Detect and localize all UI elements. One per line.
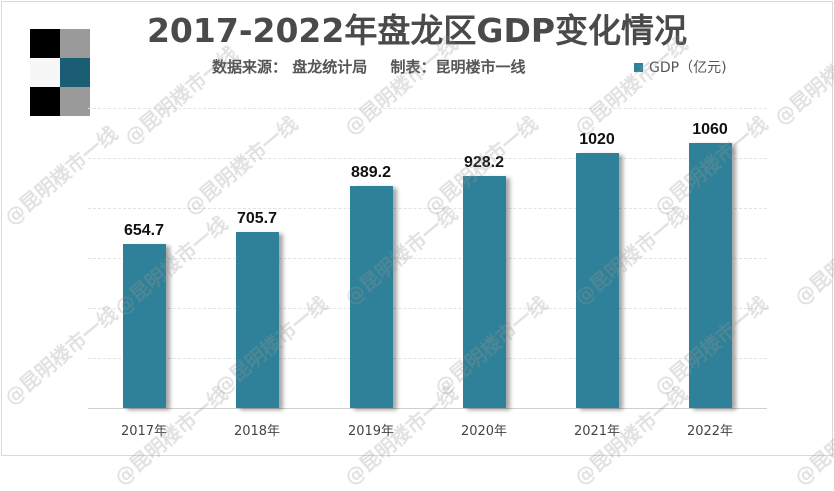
gridline <box>88 108 767 109</box>
data-label: 705.7 <box>236 209 278 227</box>
x-axis <box>88 408 767 409</box>
x-tick-label: 2021年 <box>573 424 621 439</box>
gridline <box>88 208 767 209</box>
x-tick-label: 2018年 <box>233 424 281 439</box>
gridline <box>88 158 767 159</box>
bar <box>463 175 506 408</box>
x-tick-label: 2020年 <box>460 424 508 439</box>
gridline <box>88 258 767 259</box>
x-tick-label: 2019年 <box>347 424 395 439</box>
bar <box>350 185 393 408</box>
x-tick-label: 2017年 <box>120 424 168 439</box>
legend: GDP（亿元) <box>634 57 727 77</box>
bar <box>123 244 166 408</box>
legend-label: GDP（亿元) <box>649 60 727 76</box>
bar <box>576 153 619 408</box>
data-label: 654.7 <box>123 222 165 240</box>
x-tick-label: 2022年 <box>686 424 734 439</box>
data-label: 1020 <box>579 131 615 148</box>
plot-area: 654.7 2017年 705.7 2018年 889.2 2019年 928.2 2020年… <box>88 108 767 439</box>
gridline <box>88 358 767 359</box>
chart-maker: 制表：昆明楼市一线 <box>390 58 526 76</box>
data-label: 928.2 <box>463 153 505 171</box>
bar <box>689 143 732 408</box>
legend-swatch-icon <box>634 62 643 72</box>
chart-title: 2017-2022年盘龙区GDP变化情况 <box>146 11 688 50</box>
gridline <box>88 308 767 309</box>
logo-icon <box>30 29 90 117</box>
bar <box>236 231 279 408</box>
data-source: 数据来源： 盘龙统计局 <box>212 58 368 76</box>
data-label: 1060 <box>692 121 728 138</box>
chart-subtitle: 数据来源： 盘龙统计局 制表：昆明楼市一线 <box>212 56 543 77</box>
data-label: 889.2 <box>350 163 392 181</box>
